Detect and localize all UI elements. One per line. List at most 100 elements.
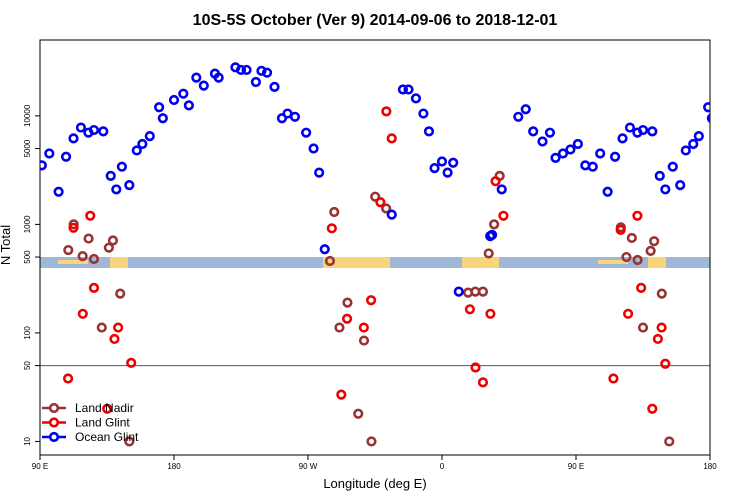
ocean-glint-point xyxy=(40,160,47,171)
ocean-glint-point xyxy=(448,157,459,168)
land-nadir-point xyxy=(370,191,381,202)
land-glint-point xyxy=(326,223,337,234)
land-nadir-point xyxy=(83,233,94,244)
map-land-africa xyxy=(462,257,499,268)
ocean-glint-point xyxy=(235,64,247,76)
chart-title: 10S-5S October (Ver 9) 2014-09-06 to 201… xyxy=(193,12,558,29)
ocean-glint-point xyxy=(68,133,79,144)
ocean-glint-point xyxy=(386,209,397,220)
ocean-glint-point xyxy=(688,138,699,150)
ocean-glint-point xyxy=(587,161,598,172)
legend-label-ocean-glint: Ocean Glint xyxy=(75,430,139,444)
ocean-glint-point xyxy=(75,122,87,133)
land-nadir-point xyxy=(334,322,345,333)
land-nadir-point xyxy=(664,436,675,447)
land-nadir-point xyxy=(649,236,660,247)
ocean-glint-point xyxy=(544,127,556,138)
land-glint-point xyxy=(365,295,377,306)
ocean-glint-point xyxy=(602,186,613,197)
ocean-glint-point xyxy=(486,229,498,241)
ocean-glint-point xyxy=(168,94,180,106)
ocean-glint-point xyxy=(154,102,165,113)
land-glint-point xyxy=(88,282,100,293)
ocean-glint-point xyxy=(301,127,312,138)
land-nadir-point xyxy=(103,242,114,253)
x-tick-label: 90 W xyxy=(299,462,318,471)
ocean-glint-point xyxy=(624,122,636,133)
ocean-glint-point xyxy=(418,108,429,119)
land-nadir-point xyxy=(632,254,643,266)
ocean-glint-point xyxy=(191,72,202,83)
y-axis: 10 50 100 500 1000 5000 10000 xyxy=(23,104,40,446)
ocean-glint-point xyxy=(550,152,561,163)
ocean-glint-point xyxy=(680,145,691,156)
x-tick-label: 90 E xyxy=(568,462,584,471)
land-glint-point xyxy=(485,308,496,319)
land-nadir-point xyxy=(96,322,107,333)
x-tick-label: 180 xyxy=(167,462,181,471)
map-land-australia-west xyxy=(110,257,128,268)
land-nadir-point xyxy=(63,244,74,256)
ocean-glint-point xyxy=(496,184,507,195)
land-nadir-point xyxy=(88,253,100,265)
land-glint-point xyxy=(652,333,663,345)
ocean-glint-point xyxy=(44,148,55,159)
y-tick-label: 5000 xyxy=(23,139,32,157)
ocean-glint-point xyxy=(60,151,72,162)
land-nadir-point xyxy=(645,245,656,256)
land-glint-point xyxy=(358,322,369,333)
land-nadir-point xyxy=(626,232,637,244)
map-land-south-america xyxy=(323,257,390,268)
ocean-glint-point xyxy=(111,184,122,195)
land-nadir-point xyxy=(477,286,489,297)
ocean-glint-point xyxy=(617,133,628,144)
land-glint-point xyxy=(375,197,386,208)
ocean-glint-point xyxy=(289,111,301,122)
land-glint-point xyxy=(85,210,96,221)
ocean-glint-point xyxy=(436,156,448,167)
land-glint-point xyxy=(490,176,501,187)
land-glint-point xyxy=(341,313,353,324)
land-nadir-point xyxy=(329,206,340,218)
land-glint-point xyxy=(126,357,137,368)
land-glint-point xyxy=(647,403,658,414)
map-land-australia-east xyxy=(648,257,666,268)
ocean-glint-point xyxy=(314,167,325,178)
land-nadir-point xyxy=(366,436,377,447)
land-glint-point xyxy=(102,403,113,414)
ocean-glint-point xyxy=(53,186,64,197)
ocean-glint-point xyxy=(256,65,267,76)
land-glint-point xyxy=(660,358,671,369)
y-tick-label: 100 xyxy=(23,326,32,340)
ocean-glint-point xyxy=(319,244,330,255)
land-nadir-point xyxy=(621,251,632,263)
ocean-glint-point xyxy=(241,64,252,76)
land-nadir-point xyxy=(124,436,135,447)
land-glint-point xyxy=(77,308,88,319)
ocean-glint-point xyxy=(703,102,710,113)
ocean-glint-point xyxy=(137,138,148,150)
land-glint-point xyxy=(470,362,481,373)
land-glint-point xyxy=(656,322,667,333)
y-tick-label: 500 xyxy=(23,250,32,264)
data-points xyxy=(40,62,710,447)
ocean-glint-point xyxy=(410,93,422,104)
y-tick-label: 50 xyxy=(23,361,32,370)
ocean-glint-point xyxy=(565,144,576,155)
ocean-glint-point xyxy=(269,81,280,92)
ocean-glint-point xyxy=(637,124,649,136)
ocean-glint-point xyxy=(513,111,524,122)
plot-frame xyxy=(39,39,711,456)
ocean-glint-point xyxy=(528,126,539,137)
ocean-glint-point xyxy=(144,131,155,142)
land-glint-point xyxy=(109,333,120,345)
land-glint-point xyxy=(623,308,634,319)
x-axis: 90 E 180 90 W 0 90 E 180 xyxy=(32,455,717,471)
x-tick-label: 90 E xyxy=(32,462,48,471)
ocean-glint-point xyxy=(250,76,261,88)
x-tick-label: 0 xyxy=(440,462,445,471)
land-nadir-point xyxy=(637,322,649,333)
map-land-indonesia-east xyxy=(598,260,628,264)
x-axis-label: Longitude (deg E) xyxy=(323,476,426,491)
